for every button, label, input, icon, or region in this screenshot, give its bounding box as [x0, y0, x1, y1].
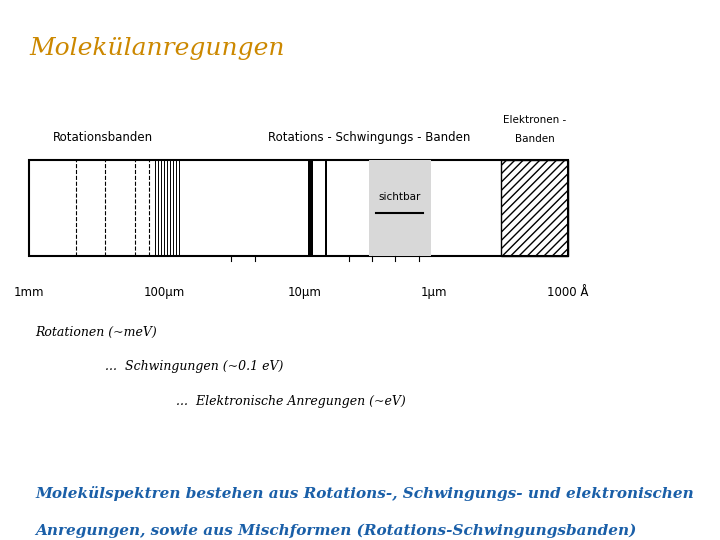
Text: 100μm: 100μm [143, 286, 184, 299]
Text: ...  Elektronische Anregungen (~eV): ... Elektronische Anregungen (~eV) [176, 395, 405, 408]
Text: Elektronen -: Elektronen - [503, 116, 566, 125]
Text: 10μm: 10μm [288, 286, 322, 299]
Bar [30, 160, 568, 256]
Text: Rotations - Schwingungs - Banden: Rotations - Schwingungs - Banden [268, 131, 470, 144]
Text: sichtbar: sichtbar [379, 192, 421, 202]
Bar [325, 160, 327, 256]
Text: Rotationen (~meV): Rotationen (~meV) [35, 326, 157, 339]
Text: 1mm: 1mm [14, 286, 45, 299]
Text: 1000 Å: 1000 Å [547, 286, 589, 299]
Text: Banden: Banden [515, 134, 554, 144]
Text: Rotationsbanden: Rotationsbanden [53, 131, 153, 144]
Text: Anregungen, sowie aus Mischformen (Rotations-Schwingungsbanden): Anregungen, sowie aus Mischformen (Rotat… [35, 523, 636, 538]
Text: ...  Schwingungen (~0.1 eV): ... Schwingungen (~0.1 eV) [105, 360, 284, 373]
Text: 1μm: 1μm [420, 286, 446, 299]
Bar [307, 160, 313, 256]
Text: Molekülanregungen: Molekülanregungen [30, 37, 285, 60]
Bar [501, 160, 568, 256]
Text: Molekülspektren bestehen aus Rotations-, Schwingungs- und elektronischen: Molekülspektren bestehen aus Rotations-,… [35, 486, 694, 501]
Bar [369, 160, 431, 256]
